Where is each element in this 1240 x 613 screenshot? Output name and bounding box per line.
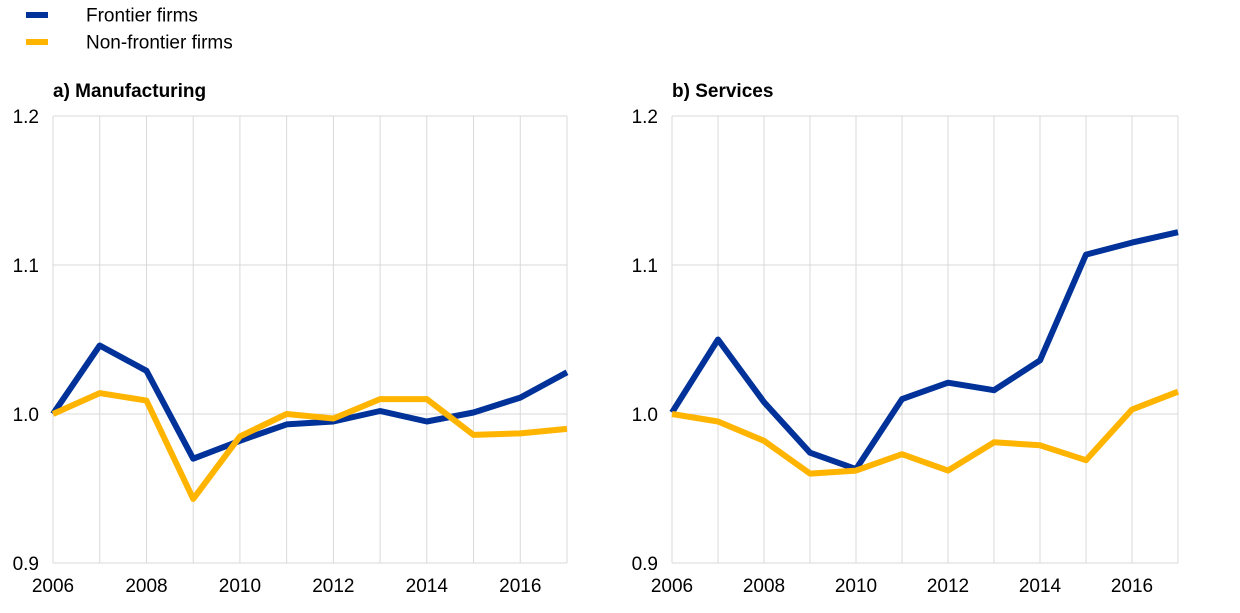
panel-manufacturing: a) Manufacturing 0.9 1.0 1.1 1.2 2006 2008 2010… [13, 81, 569, 597]
series-line-non-frontier [51, 390, 568, 502]
x-tick-label: 2012 [927, 576, 969, 597]
panel-title: a) Manufacturing [53, 81, 206, 102]
series-line-non-frontier [671, 388, 1180, 477]
x-tick-label: 2016 [1111, 576, 1153, 597]
y-tick-label: 0.9 [632, 554, 658, 575]
x-tick-label: 2006 [651, 576, 693, 597]
x-tick-label: 2012 [312, 576, 354, 597]
legend-label: Frontier firms [86, 6, 198, 27]
x-tick-label: 2008 [125, 576, 167, 597]
y-tick-label: 0.9 [13, 554, 39, 575]
y-tick-label: 1.0 [13, 405, 39, 426]
legend-label: Non-frontier firms [86, 33, 233, 54]
y-tick-label: 1.2 [632, 107, 658, 128]
x-tick-label: 2008 [743, 576, 785, 597]
y-tick-label: 1.0 [632, 405, 658, 426]
x-tick-label: 2006 [32, 576, 74, 597]
y-tick-label: 1.2 [13, 107, 39, 128]
x-tick-label: 2014 [406, 576, 449, 597]
y-tick-label: 1.1 [13, 256, 39, 277]
series-line-frontier [50, 342, 569, 462]
panel-title: b) Services [672, 81, 773, 102]
x-tick-label: 2010 [835, 576, 877, 597]
y-tick-label: 1.1 [632, 256, 658, 277]
x-tick-label: 2016 [499, 576, 541, 597]
series-line-frontier [669, 229, 1179, 473]
panel-services: b) Services 0.9 1.0 1.1 1.2 2006 2008 2010 2012 2… [632, 81, 1180, 597]
x-tick-label: 2010 [219, 576, 261, 597]
legend: Frontier firms Non-frontier firms [26, 6, 233, 54]
x-tick-label: 2014 [1019, 576, 1062, 597]
